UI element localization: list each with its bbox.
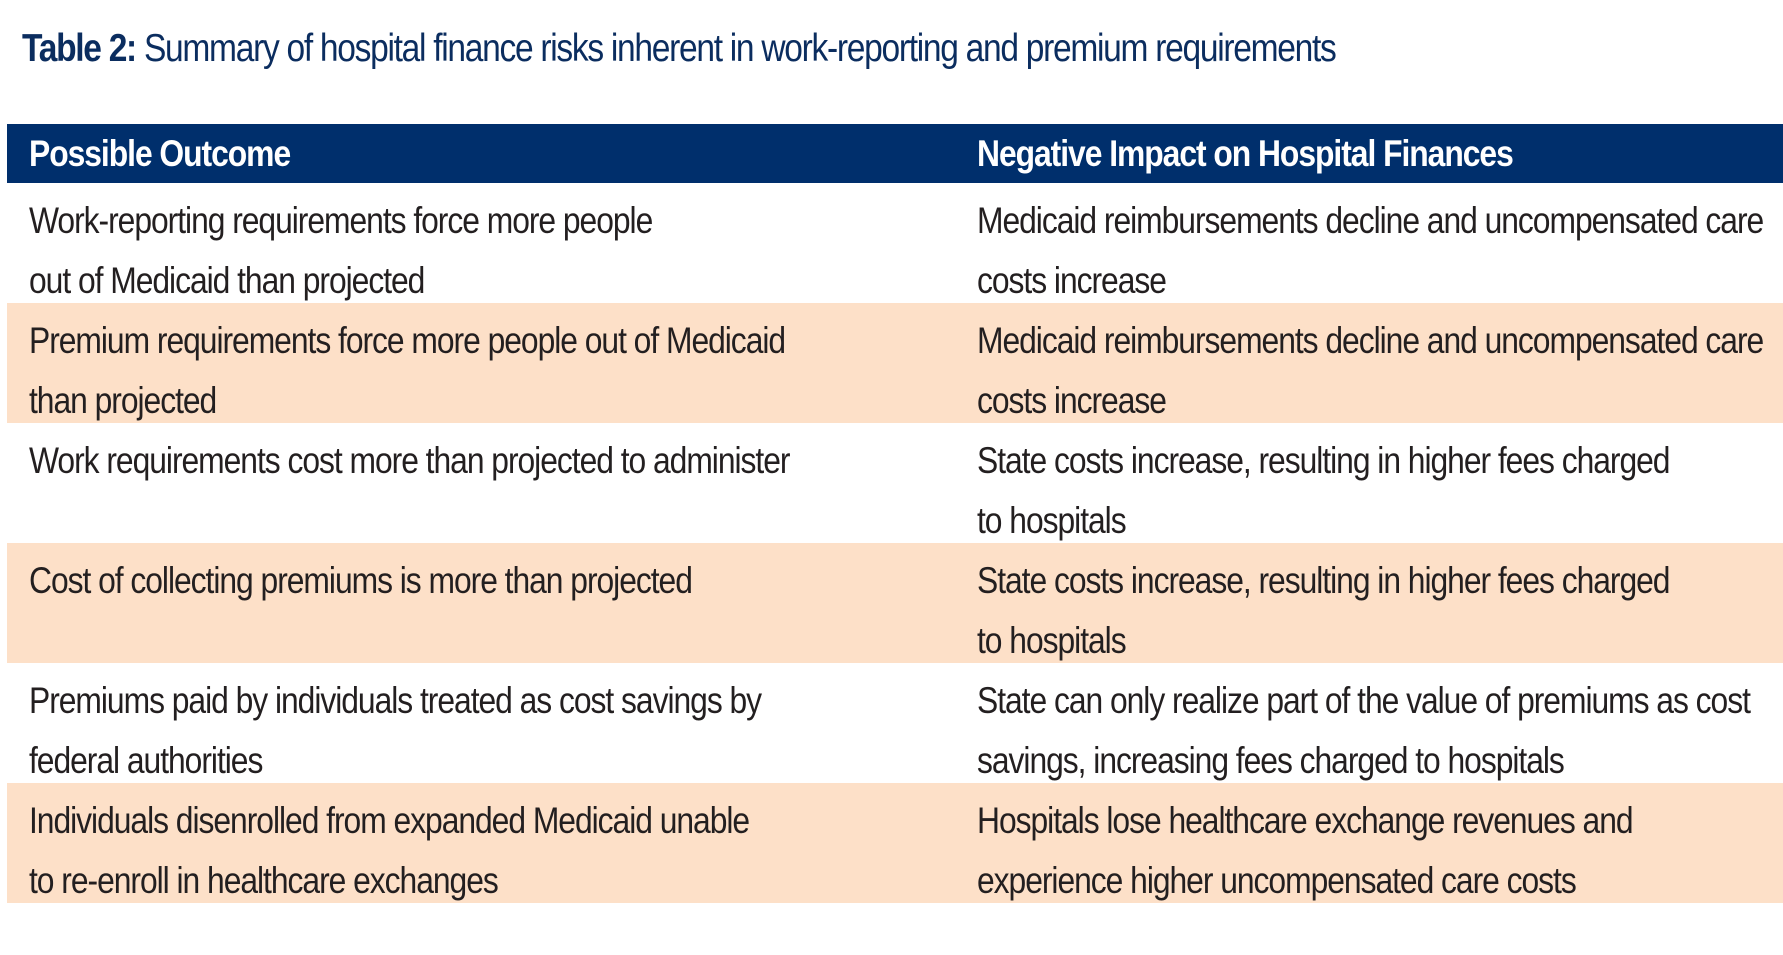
table-row: Premiums paid by individuals treated as … xyxy=(7,663,1783,783)
header-negative-impact: Negative Impact on Hospital Finances xyxy=(977,133,1514,174)
impact-cell: State costs increase, resulting in highe… xyxy=(977,560,1671,661)
table-title-text: Summary of hospital finance risks inhere… xyxy=(135,27,1337,70)
outcome-cell: Work requirements cost more than project… xyxy=(29,440,790,481)
impact-cell: Medicaid reimbursements decline and unco… xyxy=(977,200,1764,301)
outcome-cell: Work-reporting requirements force more p… xyxy=(29,200,653,301)
impact-cell: State costs increase, resulting in highe… xyxy=(977,440,1671,541)
finance-risk-table: Possible Outcome Negative Impact on Hosp… xyxy=(7,124,1783,903)
outcome-cell: Premiums paid by individuals treated as … xyxy=(29,680,762,781)
table-title: Table 2: Summary of hospital finance ris… xyxy=(22,24,1337,74)
outcome-cell: Individuals disenrolled from expanded Me… xyxy=(29,800,750,901)
impact-cell: Hospitals lose healthcare exchange reven… xyxy=(977,800,1634,901)
impact-cell: Medicaid reimbursements decline and unco… xyxy=(977,320,1764,421)
table-row: Cost of collecting premiums is more than… xyxy=(7,543,1783,663)
table-title-label: Table 2: xyxy=(22,27,137,70)
impact-cell: State can only realize part of the value… xyxy=(977,680,1751,781)
outcome-cell: Premium requirements force more people o… xyxy=(29,320,786,421)
header-possible-outcome: Possible Outcome xyxy=(29,133,291,174)
table-row: Premium requirements force more people o… xyxy=(7,303,1783,423)
table-row: Work requirements cost more than project… xyxy=(7,423,1783,543)
table-header-row: Possible Outcome Negative Impact on Hosp… xyxy=(7,124,1783,183)
table-row: Work-reporting requirements force more p… xyxy=(7,183,1783,303)
outcome-cell: Cost of collecting premiums is more than… xyxy=(29,560,693,601)
table-row: Individuals disenrolled from expanded Me… xyxy=(7,783,1783,903)
